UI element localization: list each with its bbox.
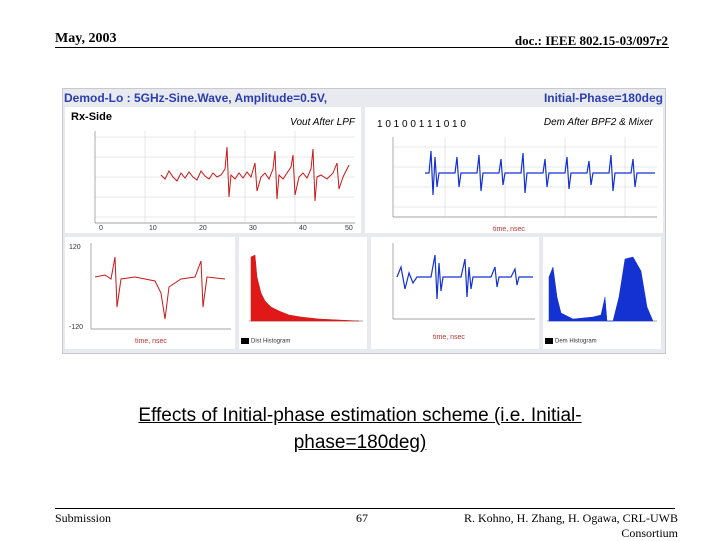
footer-page-number: 67 bbox=[356, 511, 368, 525]
header-doc-id: doc.: IEEE 802.15-03/097r2 bbox=[514, 33, 668, 48]
vout-trace bbox=[160, 146, 350, 202]
red-histogram bbox=[250, 254, 360, 322]
figure-title-left: Demod-Lo : 5GHz-Sine.Wave, Amplitude=0.5… bbox=[64, 91, 328, 105]
vout-zoom-trace bbox=[94, 256, 226, 320]
svg-text:-120: -120 bbox=[69, 324, 83, 331]
dem-trace bbox=[425, 150, 655, 196]
blue-histogram-plot bbox=[547, 256, 657, 322]
figure-title-right: Initial-Phase=180deg bbox=[543, 91, 663, 105]
panel-dem-zoom: time, nsec bbox=[371, 237, 539, 349]
rx-side-label: Rx-Side bbox=[71, 111, 112, 123]
caption-line-2: phase=180deg) bbox=[293, 432, 427, 453]
x-axis-title-top: time, nsec bbox=[493, 226, 525, 233]
blue-hist-tag: Dem Histogram bbox=[545, 338, 597, 345]
footer-rule bbox=[55, 508, 675, 509]
vout-plot: 0 10 20 30 40 50 bbox=[94, 131, 355, 232]
footer-authors: R. Kohno, H. Zhang, H. Ogawa, CRL-UWB Co… bbox=[438, 511, 678, 541]
panel-bits-label: 1 0 1 0 0 1 1 1 0 1 0 bbox=[377, 119, 466, 130]
svg-text:40: 40 bbox=[299, 225, 307, 232]
vout-zoom-plot: 120 -120 time, nsec bbox=[69, 243, 231, 345]
panel-vout-lpf: Rx-Side Vout After LPF 0 10 20 30 40 50 bbox=[65, 107, 361, 233]
svg-text:10: 10 bbox=[149, 225, 157, 232]
footer-authors-line-1: R. Kohno, H. Zhang, H. Ogawa, CRL-UWB bbox=[464, 511, 678, 525]
blue-histogram bbox=[548, 256, 654, 322]
panel-vout-label: Vout After LPF bbox=[290, 117, 355, 128]
x-axis-title-bl: time, nsec bbox=[135, 338, 167, 345]
svg-text:120: 120 bbox=[69, 244, 81, 251]
footer-authors-line-2: Consortium bbox=[621, 526, 678, 540]
caption-line-1: Effects of Initial-phase estimation sche… bbox=[138, 405, 582, 426]
footer-submission: Submission bbox=[55, 511, 112, 525]
x-axis-title-br: time, nsec bbox=[433, 334, 465, 341]
panel-blue-histogram: Dem Histogram bbox=[543, 237, 661, 349]
dem-zoom-plot: time, nsec bbox=[392, 243, 535, 341]
panel-vout-zoom: 120 -120 time, nsec bbox=[65, 237, 235, 349]
red-hist-tag: Dist Histogram bbox=[241, 338, 290, 345]
red-histogram-plot bbox=[249, 254, 363, 322]
panel-dem-label: Dem After BPF2 & Mixer bbox=[543, 117, 653, 128]
svg-text:30: 30 bbox=[249, 225, 257, 232]
simulation-figure: Demod-Lo : 5GHz-Sine.Wave, Amplitude=0.5… bbox=[62, 88, 666, 354]
panel-dem-bpf: 1 0 1 0 0 1 1 1 0 1 0 Dem After BPF2 & M… bbox=[365, 107, 663, 233]
svg-text:20: 20 bbox=[199, 225, 207, 232]
svg-text:50: 50 bbox=[345, 225, 353, 232]
svg-text:0: 0 bbox=[99, 225, 103, 232]
header-date: May, 2003 bbox=[55, 31, 117, 46]
dem-plot: time, nsec bbox=[392, 137, 657, 233]
header-rule bbox=[55, 47, 669, 48]
dem-zoom-trace bbox=[396, 254, 533, 300]
panel-red-histogram: Dist Histogram bbox=[239, 237, 367, 349]
figure-caption: Effects of Initial-phase estimation sche… bbox=[60, 402, 660, 456]
